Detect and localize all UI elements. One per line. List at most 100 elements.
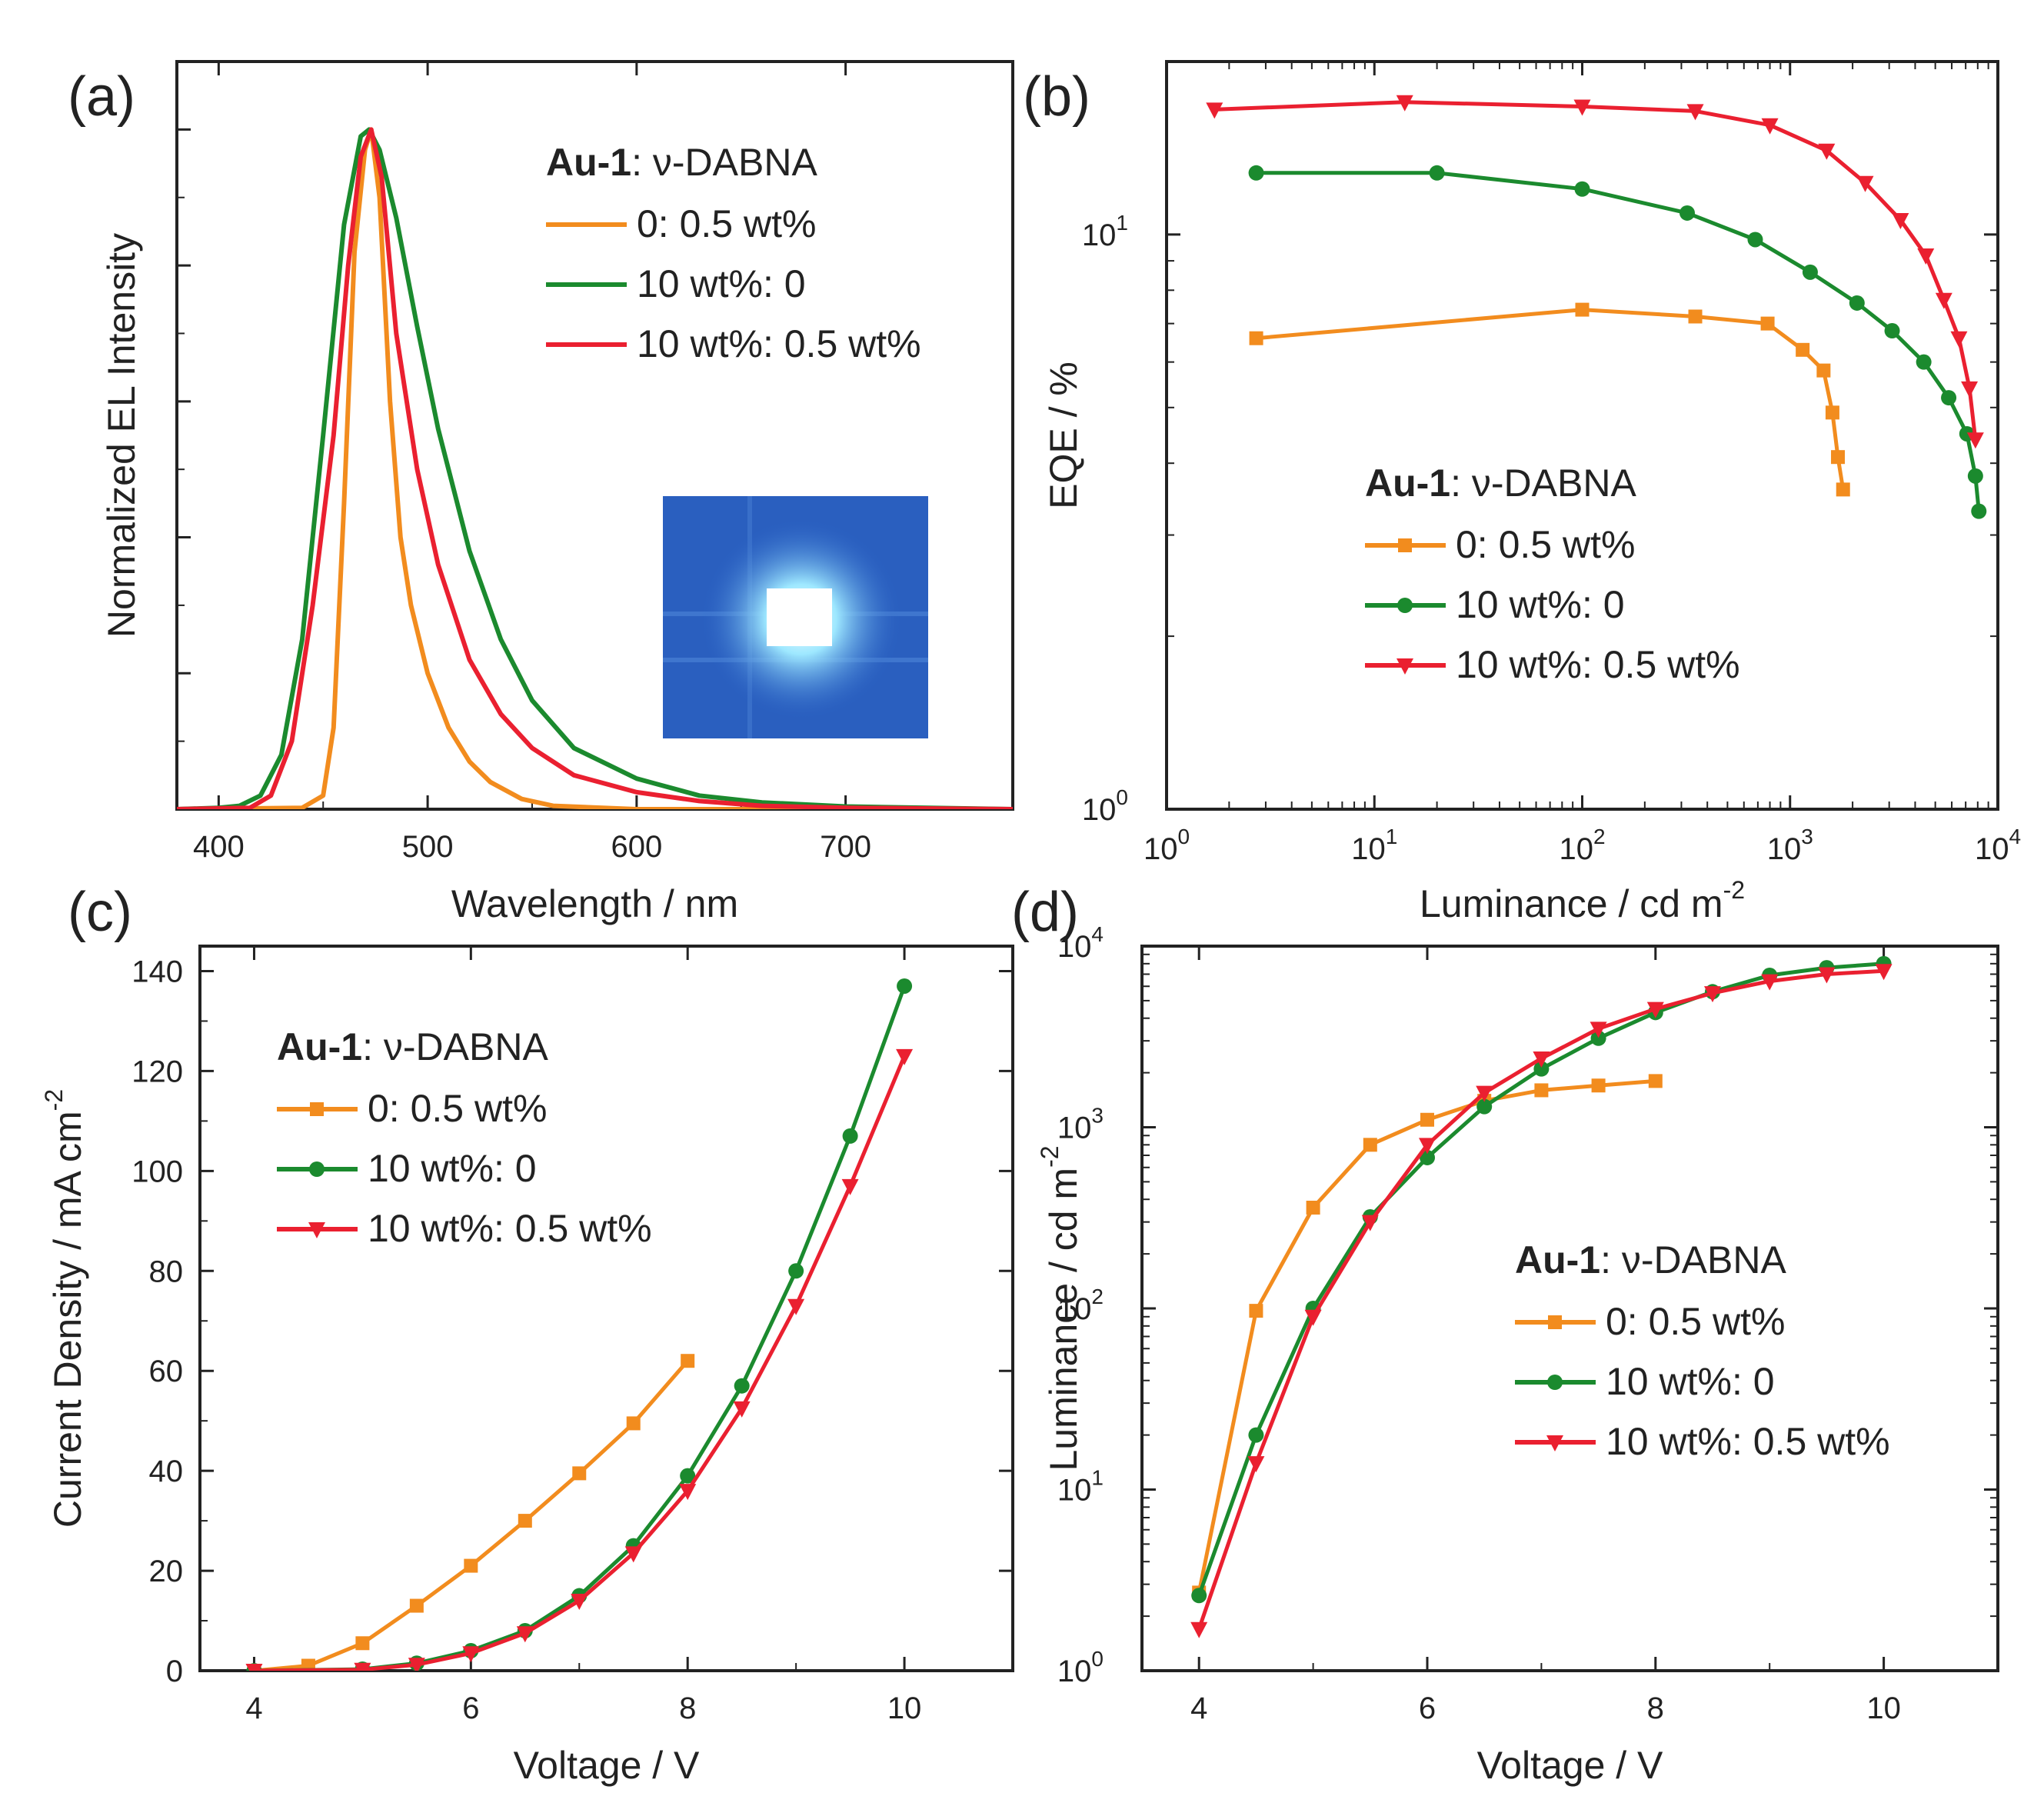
data-point	[408, 1658, 425, 1671]
x-tick-label: 8	[1647, 1691, 1664, 1725]
data-point	[301, 1658, 315, 1671]
data-point	[1248, 165, 1264, 181]
data-point	[1961, 381, 1979, 398]
series-2	[177, 127, 1013, 809]
panel-label: (d)	[1011, 882, 1079, 943]
data-point	[1249, 1304, 1263, 1318]
legend-item: 0: 0.5 wt%	[1515, 1300, 1785, 1343]
y-tick-label: 20	[149, 1555, 184, 1588]
data-point	[1420, 1149, 1435, 1165]
data-point	[1849, 295, 1865, 311]
data-point	[1941, 390, 1957, 406]
x-tick-label: 400	[193, 830, 245, 864]
data-point	[1760, 316, 1775, 331]
data-point	[1591, 1078, 1606, 1093]
x-tick-label: 10	[887, 1691, 922, 1725]
data-point	[1249, 331, 1263, 345]
data-point	[1533, 1061, 1550, 1077]
data-point	[572, 1466, 587, 1481]
series-line	[177, 127, 1013, 809]
series-3	[1206, 95, 1984, 449]
data-point	[897, 978, 913, 994]
data-point	[1831, 450, 1846, 465]
data-point	[1190, 1621, 1208, 1638]
legend-label: 10 wt%: 0.5 wt%	[368, 1207, 652, 1250]
data-point	[1875, 964, 1893, 981]
panel-d: (d) 4 6 8 10 100 101 102 103 104 Voltage / V Lumina…	[1011, 882, 1999, 1787]
y-tick-label: 0	[166, 1655, 183, 1688]
data-point	[464, 1558, 478, 1573]
data-point	[1419, 1138, 1436, 1155]
data-point	[1534, 1083, 1549, 1098]
data-point	[679, 1484, 697, 1501]
x-tick-label: 101	[1351, 825, 1397, 866]
y-tick-label: 100	[1057, 1647, 1104, 1688]
legend-item: 10 wt%: 0.5 wt%	[277, 1207, 652, 1250]
x-axis-label: Voltage / V	[514, 1744, 700, 1787]
y-tick-label: 100	[1082, 785, 1128, 827]
x-axis-label: Voltage / V	[1477, 1744, 1663, 1787]
legend-item: 10 wt%: 0	[546, 262, 806, 305]
data-point	[1573, 99, 1591, 116]
y-tick-label: 102	[1057, 1285, 1104, 1326]
x-tick-label: 10	[1866, 1691, 1901, 1725]
data-point	[1971, 503, 1987, 519]
data-point	[1747, 232, 1763, 248]
series-1	[177, 127, 1013, 809]
data-point	[354, 1662, 371, 1671]
legend-label: 10 wt%: 0.5 wt%	[1606, 1420, 1890, 1463]
data-point	[1247, 1456, 1265, 1473]
x-tick-label: 8	[679, 1691, 696, 1725]
legend-marker	[308, 1222, 325, 1238]
y-tick-label: 120	[131, 1055, 183, 1088]
data-point	[841, 1178, 859, 1195]
data-point	[1836, 482, 1850, 497]
data-point	[1429, 165, 1445, 181]
x-axis-label: Luminance / cd m-2	[1420, 876, 1745, 925]
legend-label: 0: 0.5 wt%	[1456, 523, 1635, 566]
data-point	[1396, 95, 1413, 112]
data-point	[681, 1354, 695, 1368]
y-axis-label: Luminance / cd m-2	[1036, 1145, 1085, 1471]
data-point	[787, 1298, 805, 1315]
x-tick-label: 4	[245, 1691, 262, 1725]
inset-device-photo	[663, 496, 928, 738]
data-point	[245, 1664, 263, 1671]
data-point	[1191, 1588, 1207, 1604]
legend-marker	[1397, 598, 1413, 613]
data-point	[355, 1636, 370, 1651]
legend-label: 10 wt%: 0.5 wt%	[637, 322, 921, 365]
legend-marker	[1548, 1315, 1562, 1329]
series-3	[177, 127, 1013, 809]
data-point	[1420, 1112, 1434, 1127]
legend-label: 10 wt%: 0	[637, 262, 806, 305]
legend-marker	[1546, 1435, 1563, 1451]
legend-label: 0: 0.5 wt%	[1606, 1300, 1785, 1343]
data-point	[1686, 104, 1704, 121]
y-tick-label: 140	[131, 955, 183, 988]
x-tick-label: 100	[1144, 825, 1190, 866]
panel-label: (c)	[68, 882, 132, 943]
data-point	[1206, 102, 1223, 119]
legend-label: 10 wt%: 0	[1606, 1360, 1775, 1403]
data-point	[1818, 967, 1836, 984]
series-3	[1190, 964, 1893, 1638]
y-tick-label: 40	[149, 1455, 184, 1488]
data-point	[788, 1263, 804, 1279]
legend-item: 0: 0.5 wt%	[277, 1087, 547, 1130]
data-point	[1574, 181, 1590, 197]
series-line	[254, 1055, 907, 1671]
x-axis-label: Wavelength / nm	[451, 882, 738, 925]
x-tick-label: 6	[1419, 1691, 1436, 1725]
legend-item: 10 wt%: 0.5 wt%	[1515, 1420, 1890, 1463]
series-line	[177, 127, 1013, 809]
x-tick-label: 102	[1559, 825, 1605, 866]
data-point	[1306, 1200, 1320, 1215]
legend-label: 0: 0.5 wt%	[637, 202, 816, 245]
data-point	[1892, 212, 1909, 229]
legend-title: Au-1: ν-DABNA	[1515, 1238, 1786, 1281]
inset-pixel	[767, 588, 832, 646]
data-point	[1796, 342, 1810, 357]
data-point	[733, 1401, 751, 1418]
legend-title: Au-1: ν-DABNA	[1365, 462, 1636, 505]
